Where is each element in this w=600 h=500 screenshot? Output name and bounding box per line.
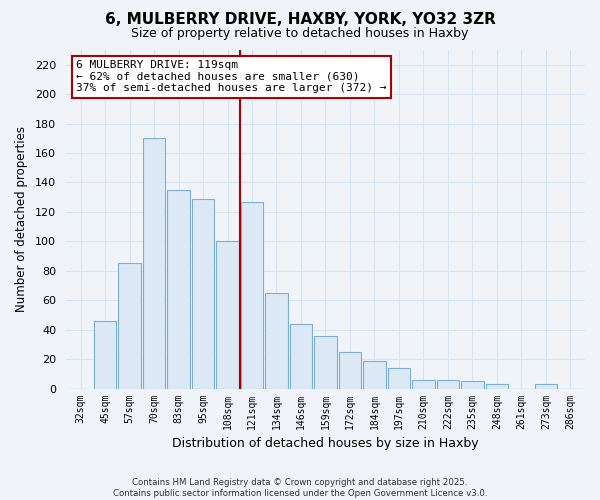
Bar	[412, 380, 434, 388]
Bar	[388, 368, 410, 388]
Bar	[216, 242, 239, 388]
X-axis label: Distribution of detached houses by size in Haxby: Distribution of detached houses by size …	[172, 437, 479, 450]
Bar	[338, 352, 361, 389]
Y-axis label: Number of detached properties: Number of detached properties	[15, 126, 28, 312]
Bar	[314, 336, 337, 388]
Bar	[192, 198, 214, 388]
Text: 6 MULBERRY DRIVE: 119sqm
← 62% of detached houses are smaller (630)
37% of semi-: 6 MULBERRY DRIVE: 119sqm ← 62% of detach…	[76, 60, 387, 94]
Bar	[118, 264, 141, 388]
Bar	[363, 360, 386, 388]
Text: Size of property relative to detached houses in Haxby: Size of property relative to detached ho…	[131, 28, 469, 40]
Bar	[143, 138, 166, 388]
Bar	[485, 384, 508, 388]
Bar	[535, 384, 557, 388]
Text: 6, MULBERRY DRIVE, HAXBY, YORK, YO32 3ZR: 6, MULBERRY DRIVE, HAXBY, YORK, YO32 3ZR	[104, 12, 496, 28]
Text: Contains HM Land Registry data © Crown copyright and database right 2025.
Contai: Contains HM Land Registry data © Crown c…	[113, 478, 487, 498]
Bar	[94, 321, 116, 388]
Bar	[437, 380, 459, 388]
Bar	[265, 293, 288, 388]
Bar	[241, 202, 263, 388]
Bar	[167, 190, 190, 388]
Bar	[290, 324, 312, 388]
Bar	[461, 381, 484, 388]
